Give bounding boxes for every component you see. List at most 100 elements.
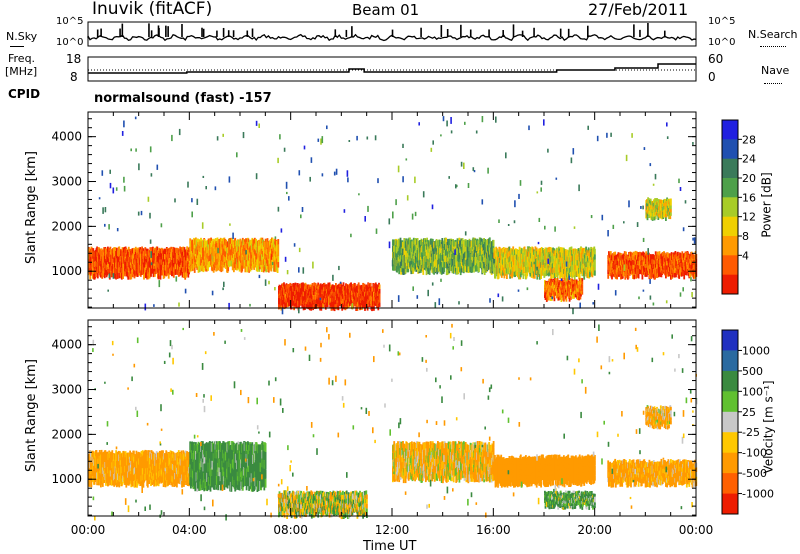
freq-line [88,63,696,74]
data-cell [124,271,126,277]
data-cell [188,267,191,273]
data-cell [565,297,568,302]
data-cell [322,303,325,308]
data-cell [264,265,266,272]
data-cell [568,272,570,279]
data-cell [313,282,316,287]
data-cell [616,274,618,280]
data-cell [456,238,459,245]
data-cell [627,273,630,279]
data-cell [472,237,475,244]
data-cell [100,253,103,259]
data-cell [637,273,640,279]
data-cell [459,268,462,276]
data-cell [196,264,199,270]
data-cell [502,270,504,276]
data-cell [581,284,584,289]
data-cell [587,247,590,253]
data-cell [134,246,137,252]
data-cell [193,237,195,244]
data-cell [556,294,558,299]
data-cell [620,274,622,280]
data-cell [403,238,406,244]
data-cell [446,268,449,275]
data-cell [89,273,92,280]
data-cell [559,247,562,253]
nsky-trace [87,23,697,42]
data-cell [372,283,375,288]
data-cell [352,303,355,308]
data-cell [552,272,555,279]
data-cell [670,274,672,280]
data-cell [649,198,652,203]
data-cell [342,303,344,308]
data-cell [445,237,447,244]
data-cell [220,266,223,273]
data-cell [129,273,131,280]
data-cell [677,251,679,257]
data-cell [130,251,133,257]
data-cell [106,270,109,276]
data-cell [594,270,596,276]
data-cell [199,263,202,270]
data-cell [616,272,619,277]
data-cell [689,272,692,278]
data-cell [560,272,563,278]
data-cell [219,265,221,272]
data-cell [233,266,235,273]
data-cell [644,272,647,277]
data-cell [561,273,564,280]
data-cell [140,269,143,275]
data-cell [248,266,250,273]
data-cell [283,304,286,310]
data-cell [172,246,174,252]
data-cell [290,304,293,310]
data-cell [673,273,676,278]
data-cell [121,247,124,253]
data-cell [658,272,660,278]
data-cell [92,248,95,254]
data-cell [214,238,217,244]
data-cell [378,289,381,294]
data-cell [221,238,223,244]
data-cell [533,273,536,279]
data-cell [277,256,280,262]
data-cell [624,274,627,280]
data-cell [142,248,145,254]
data-cell [611,274,613,280]
data-cell [532,247,534,253]
data-cell [581,288,584,292]
data-cell [656,273,658,278]
data-cell [253,264,256,270]
data-cell [483,268,486,275]
data-cell [522,273,525,279]
data-cell [632,251,635,256]
data-cell [378,302,381,307]
data-cell [328,282,331,287]
data-cell [277,239,280,245]
data-cell [277,261,280,268]
data-cell [227,265,230,272]
data-cell [419,266,422,273]
data-cell [412,267,415,274]
data-cell [336,305,339,310]
data-cell [645,251,648,256]
data-cell [665,272,668,277]
data-cell [578,292,580,297]
data-cell [671,272,674,278]
data-cell [260,237,263,244]
data-cell [570,296,572,300]
data-cell [422,268,425,275]
data-cell [210,237,212,244]
data-cell [329,284,332,290]
data-cell [557,296,560,301]
data-cell [314,283,317,288]
data-cell [103,247,105,253]
data-cell [632,274,634,279]
data-cell [134,270,136,276]
data-cell [310,303,313,309]
data-cell [556,273,559,279]
data-cell [120,273,123,280]
data-cell [557,270,560,276]
data-cell [216,237,219,243]
